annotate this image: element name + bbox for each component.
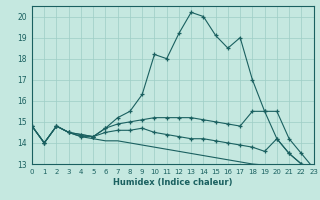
X-axis label: Humidex (Indice chaleur): Humidex (Indice chaleur)	[113, 178, 233, 187]
